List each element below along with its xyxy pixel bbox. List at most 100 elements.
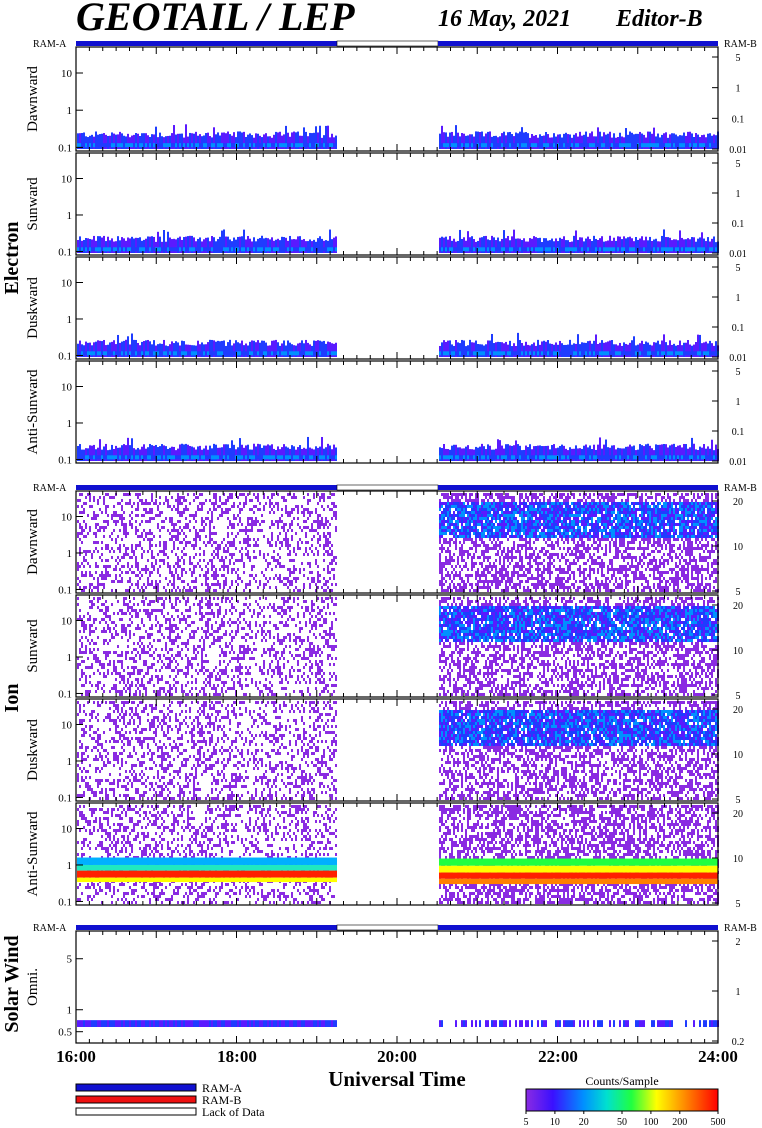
spectrogram-cell: [109, 135, 111, 149]
spectrogram-cell: [105, 493, 107, 496]
spectrogram-cell: [103, 455, 105, 460]
spectrogram-cell: [491, 583, 493, 586]
spectrogram-cell: [151, 538, 153, 541]
spectrogram-cell: [497, 535, 499, 538]
spectrogram-cell: [461, 448, 463, 461]
spectrogram-cell: [109, 550, 111, 553]
spectrogram-cell: [465, 505, 467, 508]
spectrogram-cell: [501, 514, 503, 517]
spectrogram-cell: [181, 550, 183, 553]
spectrogram-cell: [459, 577, 461, 580]
spectrogram-cell: [471, 449, 473, 461]
spectrogram-cell: [119, 351, 121, 356]
spectrogram-cell: [441, 532, 443, 535]
spectrogram-cell: [191, 247, 193, 252]
spectrogram-cell: [441, 568, 443, 571]
spectrogram-cell: [323, 499, 325, 502]
spectrogram-cell: [103, 496, 105, 499]
spectrogram-cell: [275, 565, 277, 568]
spectrogram-cell: [597, 343, 599, 357]
spectrogram-cell: [507, 520, 509, 523]
spectrogram-cell: [639, 351, 641, 356]
spectrogram-cell: [577, 448, 579, 461]
spectrogram-cell: [611, 351, 613, 356]
spectrogram-cell: [307, 553, 309, 556]
spectrogram-cell: [463, 580, 465, 583]
spectrogram-cell: [511, 526, 513, 529]
spectrogram-cell: [193, 580, 195, 583]
spectrogram-cell: [161, 559, 163, 562]
spectrogram-cell: [525, 541, 527, 544]
spectrogram-cell: [235, 559, 237, 562]
spectrogram-cell: [441, 236, 443, 253]
spectrogram-cell: [521, 240, 523, 253]
spectrogram-cell: [255, 523, 257, 526]
spectrogram-cell: [315, 511, 317, 514]
spectrogram-cell: [495, 448, 497, 461]
spectrogram-cell: [247, 351, 249, 356]
spectrogram-cell: [613, 455, 615, 460]
spectrogram-cell: [477, 520, 479, 523]
spectrogram-cell: [513, 520, 515, 523]
spectrogram-cell: [325, 517, 327, 520]
spectrogram-cell: [219, 559, 221, 562]
spectrogram-cell: [493, 517, 495, 520]
spectrogram-cell: [87, 562, 89, 565]
spectrogram-cell: [233, 517, 235, 520]
spectrogram-cell: [443, 547, 445, 550]
spectrogram-cell: [571, 344, 573, 357]
spectrogram-cell: [473, 247, 475, 252]
spectrogram-cell: [501, 247, 503, 252]
spectrogram-cell: [455, 565, 457, 568]
spectrogram-cell: [513, 511, 515, 514]
spectrogram-cell: [79, 511, 81, 514]
spectrogram-cell: [513, 541, 515, 544]
spectrogram-cell: [603, 143, 605, 148]
spectrogram-cell: [455, 502, 457, 505]
spectrogram-cell: [297, 508, 299, 511]
spectrogram-cell: [675, 446, 677, 461]
spectrogram-cell: [515, 132, 517, 149]
spectrogram-cell: [479, 131, 481, 149]
spectrogram-cell: [279, 580, 281, 583]
spectrogram-cell: [293, 455, 295, 460]
spectrogram-cell: [475, 247, 477, 252]
spectrogram-cell: [89, 574, 91, 577]
spectrogram-cell: [465, 496, 467, 499]
spectrogram-cell: [487, 514, 489, 517]
spectrogram-cell: [475, 340, 477, 357]
spectrogram-cell: [499, 523, 501, 526]
spectrogram-cell: [209, 241, 211, 253]
spectrogram-cell: [489, 505, 491, 508]
spectrogram-cell: [585, 238, 587, 253]
spectrogram-cell: [297, 343, 299, 357]
spectrogram-cell: [83, 455, 85, 460]
spectrogram-cell: [215, 143, 217, 148]
spectrogram-cell: [497, 137, 499, 149]
spectrogram-cell: [145, 133, 147, 149]
spectrogram-cell: [583, 351, 585, 356]
spectrogram-cell: [513, 508, 515, 511]
spectrogram-cell: [335, 526, 337, 529]
spectrogram-cell: [141, 499, 143, 502]
spectrogram-cell: [239, 541, 241, 544]
spectrogram-cell: [469, 143, 471, 148]
spectrogram-cell: [177, 505, 179, 508]
spectrogram-cell: [199, 547, 201, 550]
spectrogram-cell: [95, 351, 97, 356]
spectrogram-cell: [163, 455, 165, 460]
spectrogram-cell: [263, 520, 265, 523]
spectrogram-cell: [113, 247, 115, 252]
spectrogram-cell: [287, 544, 289, 547]
spectrogram-cell: [661, 351, 663, 356]
spectrogram-cell: [481, 499, 483, 502]
spectrogram-cell: [117, 580, 119, 583]
spectrogram-cell: [509, 580, 511, 583]
spectrogram-cell: [237, 574, 239, 577]
spectrogram-cell: [203, 143, 205, 148]
spectrogram-cell: [215, 541, 217, 544]
spectrogram-cell: [671, 240, 673, 253]
spectrogram-cell: [97, 583, 99, 586]
spectrogram-cell: [575, 445, 577, 461]
